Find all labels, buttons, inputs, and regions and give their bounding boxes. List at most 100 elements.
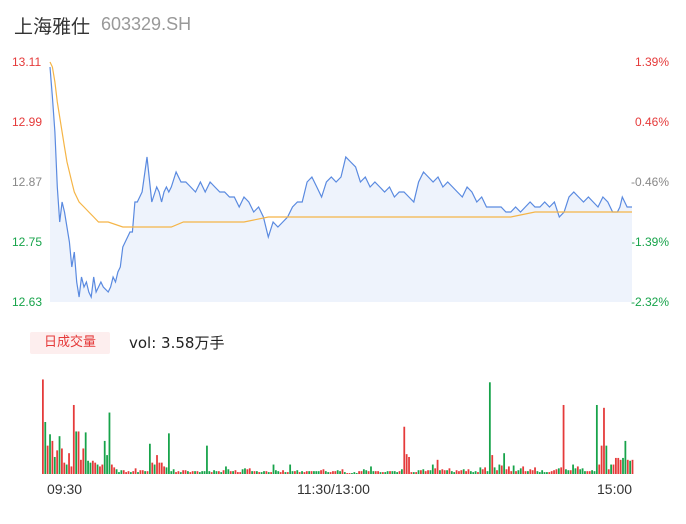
volume-bar: [460, 470, 463, 474]
volume-bar: [579, 469, 582, 474]
volume-bar: [141, 470, 144, 474]
volume-bar: [103, 440, 106, 474]
volume-bar: [120, 470, 123, 474]
volume-bar: [469, 471, 472, 474]
volume-bar: [106, 455, 108, 474]
volume-bar: [431, 464, 434, 474]
volume-bar: [624, 440, 627, 474]
volume-bar: [322, 469, 325, 474]
y-tick-left: 12.75: [12, 235, 43, 249]
volume-bar: [353, 472, 356, 474]
volume-bar: [108, 412, 111, 474]
volume-bar: [87, 460, 89, 474]
volume-bar: [527, 471, 529, 474]
volume-bar: [177, 471, 180, 474]
volume-bar: [208, 471, 211, 474]
volume-bar: [115, 469, 118, 474]
volume-bar: [210, 472, 213, 474]
volume-bar: [503, 453, 506, 474]
volume-bar: [260, 472, 263, 474]
volume-bar: [203, 471, 206, 474]
volume-bar: [505, 469, 508, 474]
volume-bar: [151, 462, 154, 474]
volume-bar: [567, 470, 570, 474]
volume-bar: [258, 472, 261, 474]
volume-bar: [279, 472, 282, 474]
volume-bar: [496, 470, 498, 474]
volume-bar: [412, 472, 415, 474]
volume-bar: [91, 460, 94, 474]
volume-bar: [410, 472, 413, 474]
volume-bar: [229, 471, 232, 474]
volume-bar: [486, 471, 489, 474]
volume-bar: [213, 470, 215, 474]
volume-bar: [313, 471, 315, 474]
volume-bar: [591, 470, 593, 474]
volume-bar: [270, 472, 273, 474]
volume-bar: [593, 471, 596, 474]
volume-bar: [265, 471, 268, 474]
volume-bar: [629, 460, 632, 474]
volume-bar: [327, 472, 330, 474]
volume-bar: [598, 464, 601, 474]
volume-bar: [198, 472, 201, 474]
x-tick-midday: 11:30/13:00: [297, 481, 370, 497]
volume-bar: [320, 470, 322, 474]
volume-bar: [201, 471, 204, 474]
volume-bar: [600, 445, 603, 474]
volume-bar: [227, 469, 230, 474]
volume-bar: [248, 468, 251, 474]
volume-bar: [396, 472, 399, 474]
volume-bar: [429, 470, 432, 474]
volume-bar: [420, 470, 422, 474]
volume-bar: [82, 448, 85, 474]
volume-bar: [343, 472, 346, 474]
volume-bar: [239, 472, 242, 474]
volume-bar: [294, 471, 296, 474]
volume-bar: [500, 465, 503, 474]
volume-bar: [70, 466, 73, 474]
volume-bar: [517, 470, 520, 474]
volume-bar: [310, 471, 313, 474]
volume-bar: [194, 471, 196, 474]
volume-bar: [253, 471, 256, 474]
volume-bar: [603, 407, 605, 474]
volume-bar: [77, 431, 80, 474]
y-tick-left: 12.63: [12, 295, 43, 309]
volume-bar: [462, 469, 465, 474]
volume-bar: [175, 472, 177, 474]
volume-bar: [367, 471, 370, 474]
volume-bar: [477, 472, 479, 474]
volume-bar: [619, 459, 622, 474]
volume-bar: [541, 470, 544, 474]
volume-bar: [170, 471, 173, 474]
volume-bar: [334, 471, 337, 474]
volume-bar: [610, 464, 612, 474]
volume-bar: [436, 459, 439, 474]
volume-bar: [220, 472, 223, 474]
volume-bar: [168, 433, 170, 474]
volume-bar: [156, 455, 158, 474]
volume-bar: [84, 432, 87, 474]
volume-bar: [284, 472, 287, 474]
volume-bar: [263, 471, 265, 474]
volume-bar: [622, 457, 624, 474]
volume-bar: [614, 457, 617, 474]
volume-bar: [139, 470, 142, 474]
volume-bar: [453, 472, 456, 474]
y-tick-left: 13.11: [12, 55, 42, 69]
y-tick-right: 1.39%: [634, 55, 669, 69]
volume-bar: [543, 472, 546, 474]
price-area: [50, 67, 632, 302]
volume-bar: [346, 473, 349, 474]
volume-bar: [225, 466, 227, 474]
volume-bar: [631, 459, 634, 474]
volume-bar: [160, 462, 163, 474]
volume-bar: [607, 469, 610, 474]
volume-bar: [586, 471, 589, 474]
volume-bar: [448, 468, 451, 474]
volume-bar: [329, 472, 332, 474]
volume-bar: [379, 472, 382, 474]
volume-bar: [272, 464, 275, 474]
